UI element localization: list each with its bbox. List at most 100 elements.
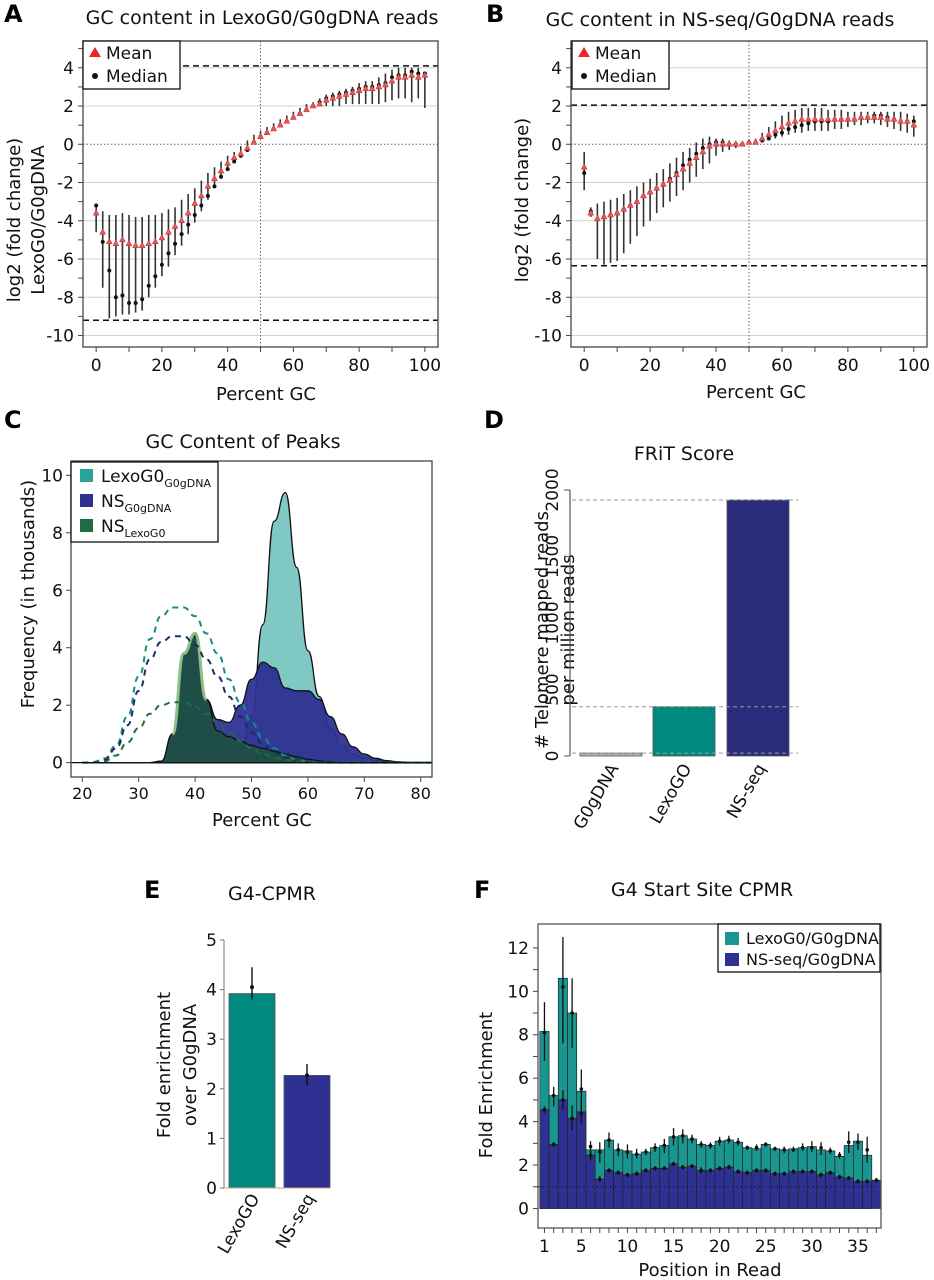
x-tick-label: 60: [283, 356, 305, 376]
mean-point: [329, 94, 337, 101]
point-estimate: [846, 1140, 851, 1145]
point-estimate: [551, 1142, 556, 1147]
ns-seq-bar: [567, 1117, 578, 1209]
point-estimate: [551, 1093, 556, 1098]
point-estimate: [791, 1148, 796, 1152]
triangle-icon: [89, 47, 101, 57]
panel-c-ylabel: Frequency (in thousands): [18, 480, 39, 708]
panel-e-ylabel-line2: over G0gDNA: [180, 1003, 201, 1126]
panel-b-title: GC content in NS-seq/G0gDNA reads: [546, 9, 895, 31]
x-tick-label: 20: [151, 356, 173, 376]
point-estimate: [856, 1179, 860, 1184]
point-estimate: [597, 1150, 602, 1154]
median-point: [179, 232, 184, 237]
y-tick-label: 2: [52, 696, 63, 716]
point-estimate: [791, 1169, 796, 1174]
ns-seq-bar: [834, 1176, 845, 1209]
x-tick-label: NS-seq: [723, 761, 770, 823]
point-estimate: [680, 1133, 685, 1138]
y-tick-label: -4: [57, 212, 74, 232]
panel-b-legend: Mean Median: [571, 40, 670, 90]
mean-point: [276, 121, 284, 128]
median-point: [212, 184, 217, 189]
mean-point: [626, 201, 634, 208]
mean-point: [257, 132, 264, 139]
dot-icon: [581, 73, 587, 79]
mean-point: [145, 239, 153, 246]
median-point: [799, 123, 804, 128]
mean-point: [421, 71, 429, 78]
point-estimate: [579, 1087, 584, 1091]
mean-point: [138, 241, 146, 248]
point-estimate: [865, 1179, 869, 1184]
panel-a-legend-mean: Mean: [106, 44, 152, 64]
legend-swatch-lexog0: [725, 932, 739, 945]
x-tick-label: 0: [579, 356, 590, 376]
y-tick-label: 1: [206, 1129, 217, 1149]
point-estimate: [837, 1153, 842, 1158]
mean-point: [818, 115, 825, 122]
median-point: [146, 283, 151, 288]
y-tick-label: 0: [551, 135, 562, 155]
point-estimate: [846, 1176, 851, 1180]
ns-seq-bar: [852, 1180, 863, 1209]
ns-seq-bar: [843, 1177, 854, 1209]
x-tick-label: 15: [663, 1237, 685, 1257]
ns-seq-bar: [640, 1170, 651, 1209]
plot-frame: [537, 923, 882, 1229]
mean-point: [132, 241, 140, 248]
mean-point: [178, 216, 186, 224]
median-point: [199, 203, 204, 208]
point-estimate: [607, 1168, 611, 1173]
point-estimate: [597, 1177, 602, 1181]
point-estimate: [754, 1145, 759, 1150]
x-tick-label: 100: [898, 356, 930, 376]
mean-point: [263, 128, 271, 136]
y-tick-label: 2: [518, 1156, 529, 1176]
panel-f-xlabel: Position in Read: [638, 1260, 781, 1280]
mean-point: [395, 73, 402, 80]
mean-point: [864, 113, 872, 120]
point-estimate: [607, 1138, 611, 1142]
mean-point: [719, 140, 727, 147]
panel-a-plot: 420-2-4-6-8-100 20 40 60 80 100: [46, 40, 441, 376]
mean-point: [857, 113, 865, 120]
x-tick-label: 50: [241, 784, 261, 803]
mean-point: [706, 142, 713, 149]
mean-point: [646, 188, 654, 195]
point-estimate: [717, 1139, 722, 1143]
mean-point: [837, 115, 845, 122]
mean-point: [633, 197, 641, 204]
panel-f-title: G4 Start Site CPMR: [611, 879, 793, 901]
point-estimate: [699, 1142, 704, 1147]
mean-point: [851, 115, 858, 122]
mean-point: [870, 113, 878, 120]
y-tick-label: 500: [543, 673, 563, 705]
ns-seq-bar: [539, 1109, 550, 1209]
ns-seq-bar: [714, 1167, 725, 1209]
panel-c-xlabel: Percent GC: [212, 810, 312, 831]
median-point: [806, 121, 811, 126]
ns-seq-bar: [723, 1166, 734, 1209]
point-estimate: [690, 1137, 694, 1141]
bar-lexogo: [228, 993, 276, 1189]
point-estimate: [644, 1150, 648, 1154]
y-tick-label: 2: [551, 97, 562, 117]
ns-seq-bar: [862, 1180, 873, 1209]
ns-seq-bar: [650, 1167, 661, 1209]
mean-point: [408, 71, 416, 78]
mean-point: [388, 77, 396, 84]
mean-point: [587, 209, 595, 216]
point-estimate: [588, 1144, 593, 1149]
panel-d-ylabel-line2: per million reads: [558, 554, 579, 705]
y-tick-label: 0: [543, 751, 563, 762]
mean-point: [831, 115, 839, 122]
panel-a-legend: Mean Median: [82, 40, 181, 90]
mean-point: [613, 209, 621, 216]
mean-point: [798, 115, 806, 122]
mean-point: [884, 115, 891, 122]
x-tick-label: 40: [185, 784, 205, 803]
mean-point: [250, 138, 258, 145]
panel-c-title: GC Content of Peaks: [145, 431, 340, 453]
panel-b-plot: 420-2-4-6-8-100 20 40 60 80 100: [534, 40, 930, 376]
